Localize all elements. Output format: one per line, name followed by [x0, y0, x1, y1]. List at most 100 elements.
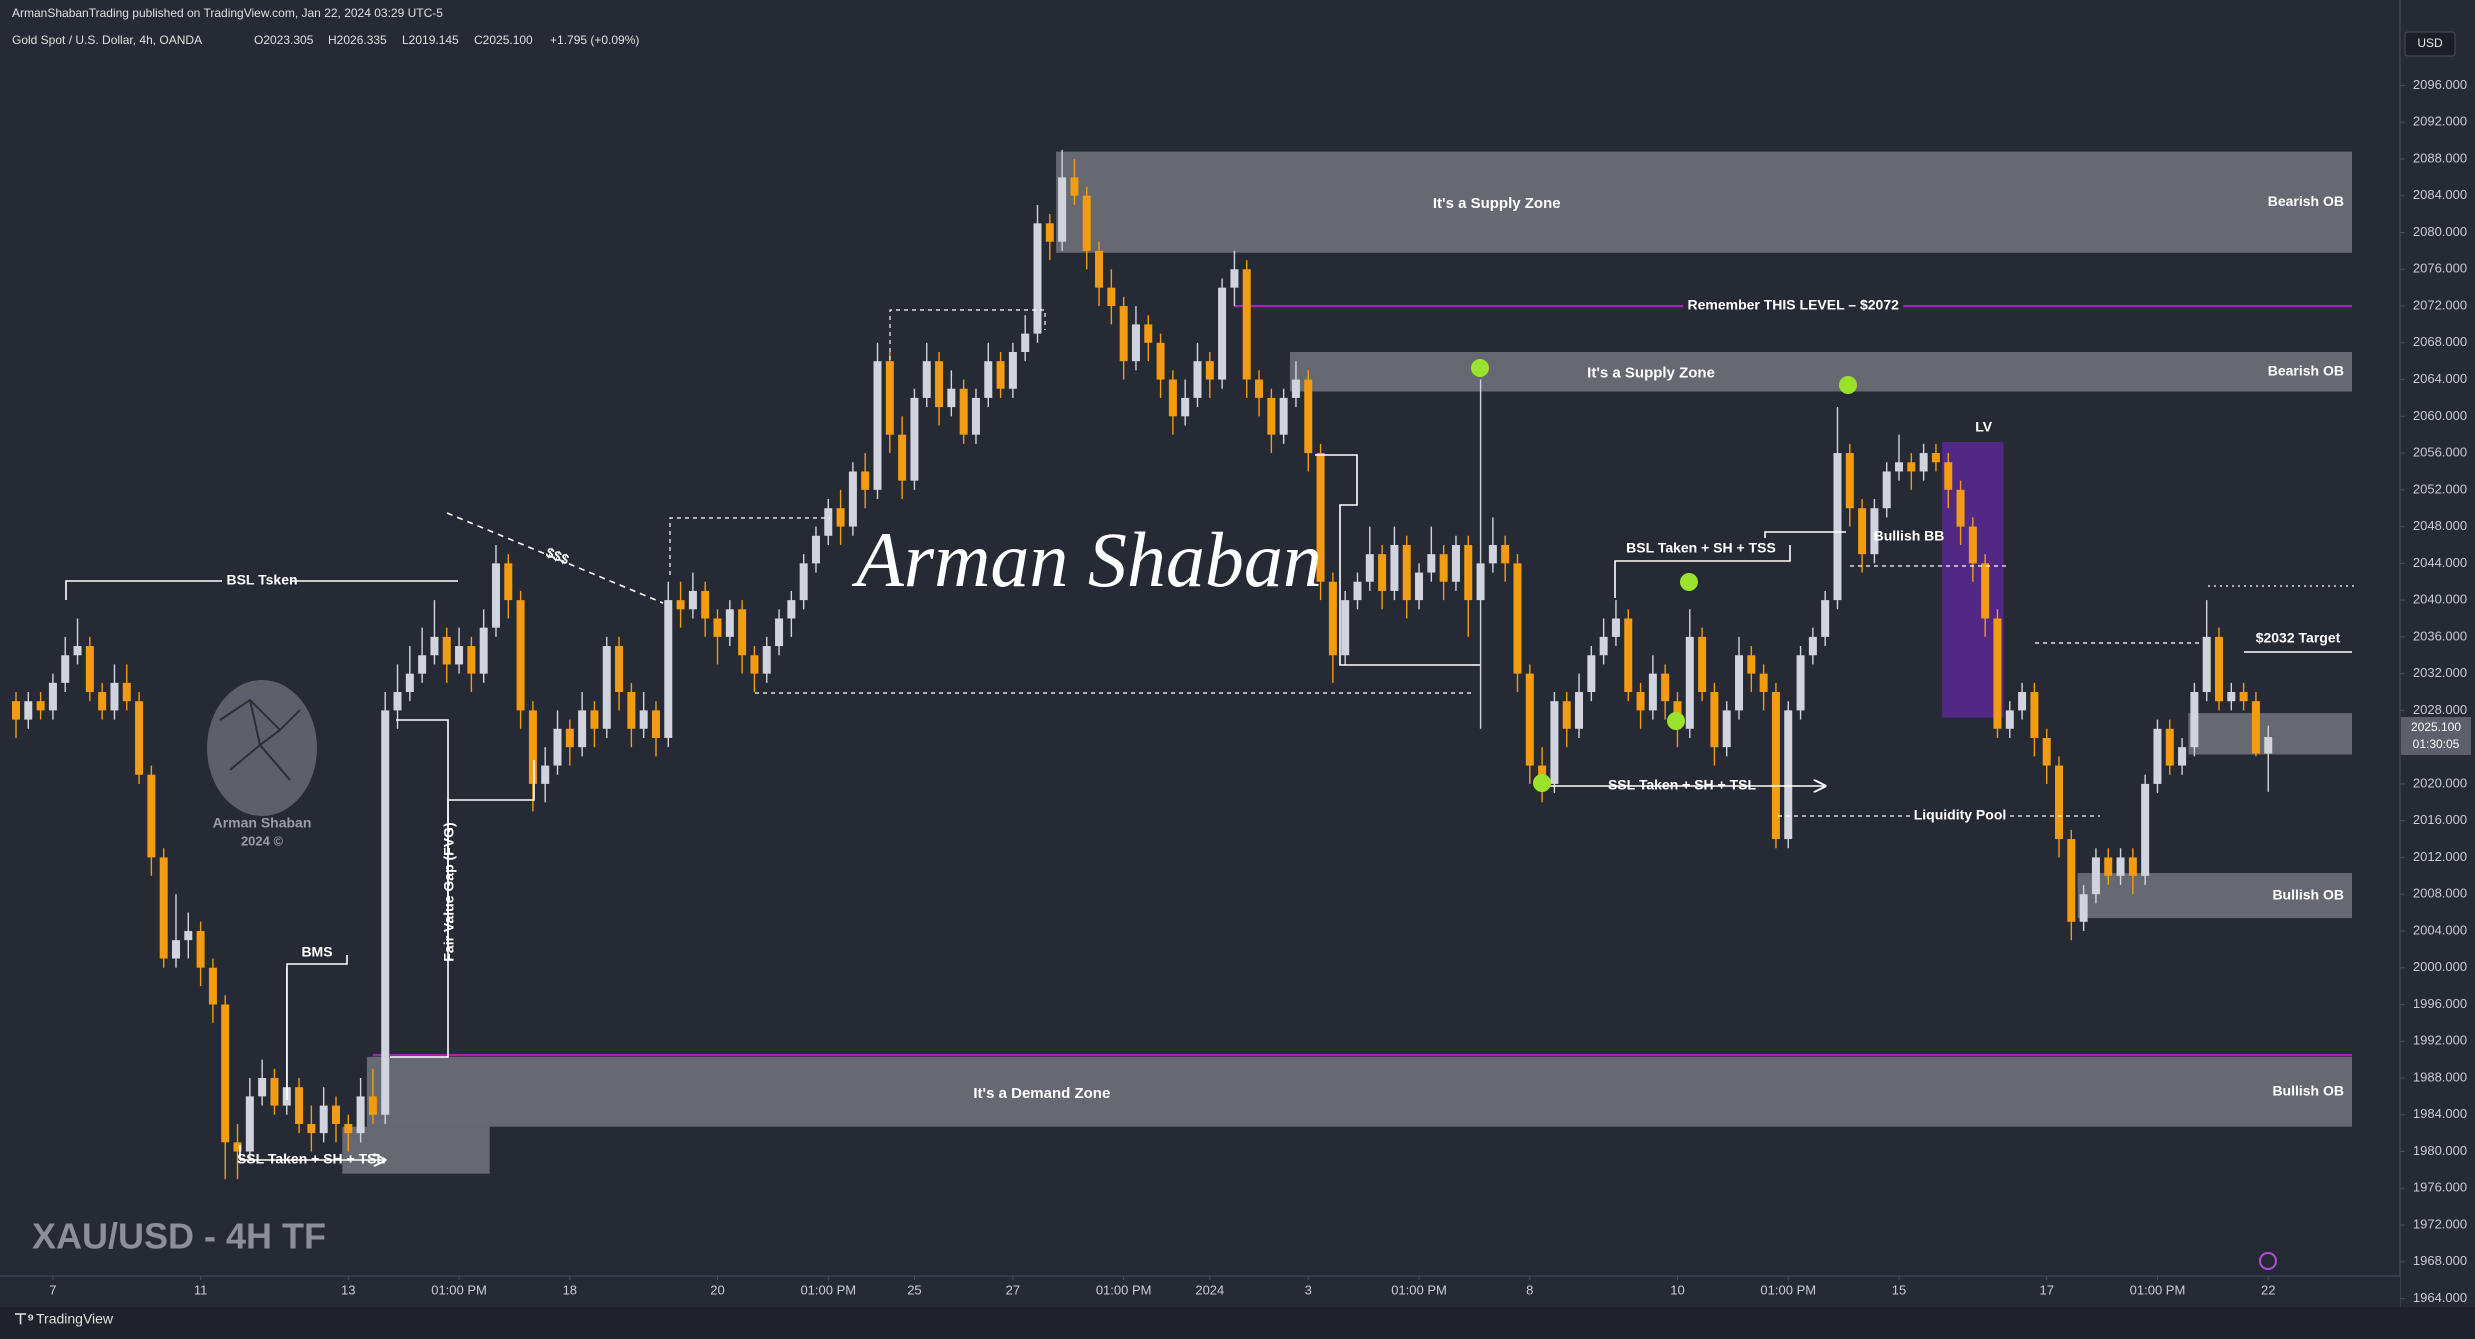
candle-body	[1168, 379, 1177, 417]
x-tick-label: 01:00 PM	[1391, 1282, 1447, 1297]
candle-body	[1661, 673, 1670, 702]
candle-body	[1968, 526, 1977, 564]
candle-body	[1045, 223, 1054, 242]
candle-body	[504, 563, 513, 601]
candle-body	[1796, 655, 1805, 711]
candle-body	[2005, 710, 2014, 729]
y-tick-label: 2008.000	[2413, 886, 2467, 901]
annotation: SSL Taken + SH + TSL	[1608, 777, 1757, 793]
annotation: BSL Taken + SH + TSS	[1626, 540, 1776, 556]
candle-body	[1316, 453, 1325, 582]
x-tick-label: 01:00 PM	[1760, 1282, 1816, 1297]
candle-body	[688, 590, 697, 610]
x-tick-label: 22	[2261, 1282, 2275, 1297]
currency-box[interactable]	[2404, 31, 2456, 57]
annotation: SSL Taken + SH + TSL	[237, 1151, 386, 1167]
candle-body	[873, 361, 882, 490]
candle-body	[1981, 563, 1990, 619]
x-tick-label: 10	[1670, 1282, 1684, 1297]
candle-body	[1722, 710, 1731, 748]
candle-body	[1648, 673, 1657, 711]
y-tick-label: 2036.000	[2413, 628, 2467, 643]
candle-body	[1267, 397, 1276, 435]
candle-body	[184, 930, 193, 941]
candle-body	[1550, 701, 1559, 784]
candle-body	[1008, 351, 1017, 389]
zone-side-label: Bearish OB	[2268, 362, 2344, 378]
bsl-line-2	[1614, 545, 1791, 598]
candle-body	[418, 655, 427, 674]
candle-body	[1304, 379, 1313, 454]
y-tick-label: 2052.000	[2413, 481, 2467, 496]
candle-body	[1821, 600, 1830, 637]
candle-body	[393, 692, 402, 711]
candle-body	[1501, 544, 1510, 564]
level-label: Remember THIS LEVEL – $2072	[1688, 297, 1900, 313]
candle-body	[1870, 508, 1879, 555]
candle-body	[479, 627, 488, 674]
zone	[366, 1056, 2352, 1127]
annotation: $2032 Target	[2256, 630, 2341, 646]
candle-body	[1599, 636, 1608, 656]
y-tick-label: 2004.000	[2413, 922, 2467, 937]
candle-body	[1156, 342, 1165, 380]
candle-body	[2178, 747, 2187, 766]
candle-body	[1735, 655, 1744, 711]
candle-body	[578, 710, 587, 748]
currency[interactable]: USD	[2417, 36, 2443, 50]
candle-body	[971, 397, 980, 435]
candle-body	[590, 710, 599, 729]
dot	[1667, 712, 1685, 730]
candle-body	[848, 471, 857, 527]
dashed-top	[889, 309, 1046, 360]
candle-body	[11, 701, 20, 720]
candle-body	[775, 618, 784, 647]
candle-body	[1907, 462, 1916, 472]
candle-body	[1095, 250, 1104, 288]
y-tick-label: 1980.000	[2413, 1143, 2467, 1158]
candle-body	[701, 590, 710, 619]
candle-body	[1291, 379, 1300, 398]
candle-body	[627, 692, 636, 729]
candle-body	[270, 1078, 279, 1106]
x-tick-label: 7	[49, 1282, 56, 1297]
candle-body	[935, 361, 944, 408]
alert-icon[interactable]	[2259, 1252, 2277, 1270]
candle-body	[1747, 655, 1756, 674]
candle-body	[307, 1123, 316, 1134]
bb-line	[1764, 531, 1846, 538]
candle-body	[1562, 701, 1571, 729]
candle-body	[491, 563, 500, 628]
x-tick-label: 01:00 PM	[431, 1282, 487, 1297]
candle-body	[2251, 701, 2260, 754]
candle-body	[295, 1087, 304, 1124]
candle-body	[553, 728, 562, 766]
publisher: ArmanShabanTrading published on TradingV…	[12, 6, 443, 20]
candle-body	[2067, 839, 2076, 922]
x-tick-label: 13	[341, 1282, 355, 1297]
candle-body	[2055, 765, 2064, 840]
chart-title: XAU/USD - 4H TF	[32, 1216, 326, 1257]
candle-body	[996, 361, 1005, 389]
candle-body	[2128, 857, 2137, 876]
lv-label: LV	[1975, 419, 1993, 435]
y-tick-label: 2016.000	[2413, 812, 2467, 827]
candle-body	[430, 636, 439, 656]
dashed-lines	[669, 309, 2354, 817]
y-tick-label: 2076.000	[2413, 261, 2467, 276]
candle-body	[1119, 306, 1128, 362]
candle-body	[1181, 397, 1190, 417]
candle-body	[1131, 324, 1140, 362]
candle-body	[1144, 324, 1153, 343]
candle-body	[1956, 489, 1965, 527]
bsl-line	[65, 580, 458, 600]
y-tick-label: 2092.000	[2413, 114, 2467, 129]
logo-lines	[219, 698, 301, 781]
candle-body	[2264, 737, 2273, 754]
candle-body	[922, 361, 931, 398]
candle-body	[2091, 857, 2100, 895]
candle-body	[1685, 636, 1694, 729]
candle-body	[639, 710, 648, 729]
y-tick-label: 1976.000	[2413, 1180, 2467, 1195]
